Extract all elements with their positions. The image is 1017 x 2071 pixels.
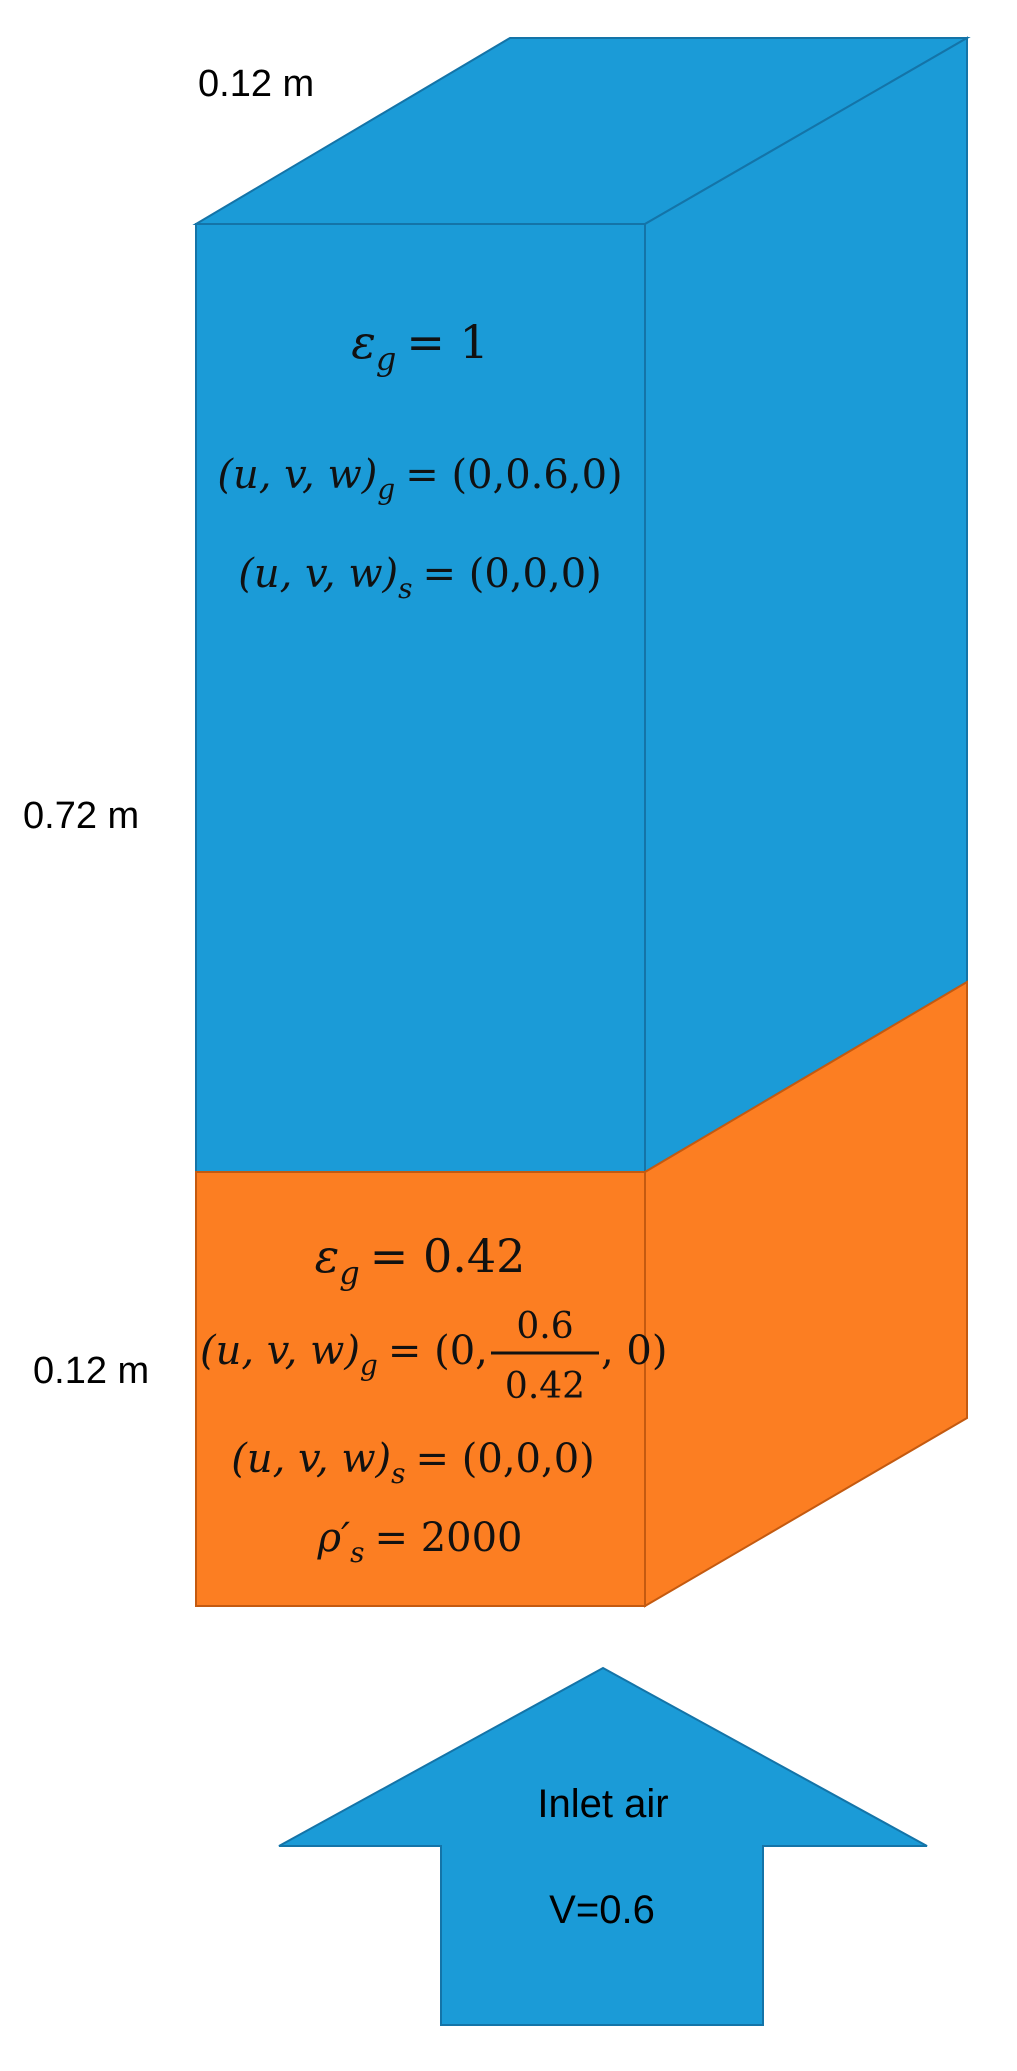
inlet-title: Inlet air	[537, 1782, 668, 1826]
freeboard-front-face	[195, 223, 646, 1173]
freeboard-height-label: 0.72 m	[23, 795, 139, 837]
bed-gas-velocity-equation: (u, v, w)g = (0, 0.6 0.42 , 0)	[200, 1306, 667, 1407]
bed-front-face	[195, 1171, 646, 1607]
freeboard-gas-velocity-equation: (u, v, w)g = (0,0.6,0)	[217, 452, 622, 506]
bed-gas-velocity-tail: , 0)	[601, 1328, 667, 1374]
bed-solid-velocity-equation: (u, v, w)s = (0,0,0)	[231, 1436, 595, 1490]
inlet-velocity: V=0.6	[549, 1888, 655, 1932]
freeboard-side-face	[644, 36, 968, 1174]
bed-voidage-equation: εg = 0.42	[315, 1229, 526, 1292]
bed-gas-velocity-lhs: (u, v, w)g = (0,	[200, 1328, 488, 1382]
inlet-arrow	[278, 1666, 928, 2026]
depth-label: 0.12 m	[198, 63, 314, 105]
bed-height-label: 0.12 m	[33, 1350, 149, 1392]
freeboard-voidage-equation: εg = 1	[351, 315, 489, 378]
bed-solid-density-equation: ρ′s = 2000	[316, 1515, 522, 1569]
fraction-denominator: 0.42	[505, 1366, 585, 1407]
freeboard-solid-velocity-equation: (u, v, w)s = (0,0,0)	[238, 551, 602, 605]
fraction-numerator: 0.6	[516, 1306, 573, 1347]
